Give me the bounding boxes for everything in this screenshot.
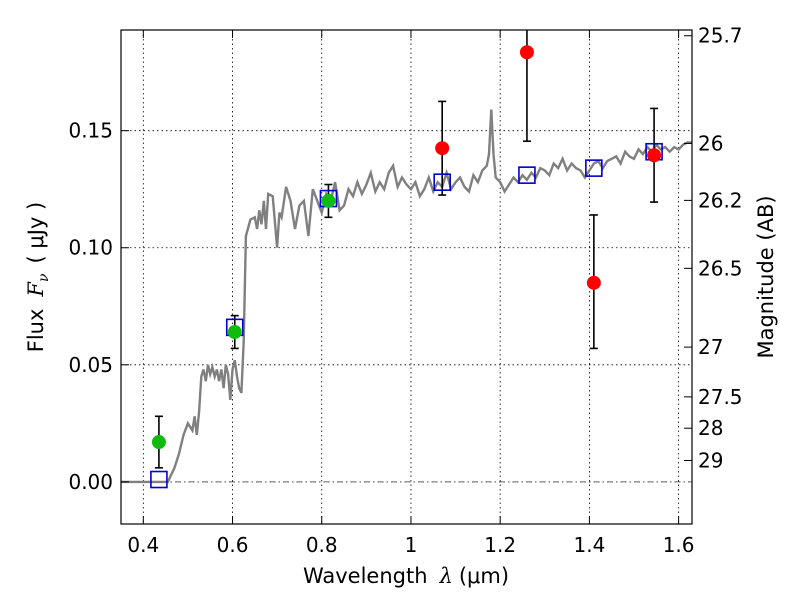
y-axis-label-unit: ( μJy ) [24, 202, 48, 264]
x-axis-label-text: Wavelength [303, 564, 428, 588]
upper-point-0 [435, 141, 450, 156]
upper-point-1 [519, 45, 534, 60]
x-tick-label-4: 1.2 [484, 533, 516, 557]
magnitude-tick-label-7: 29 [698, 449, 723, 473]
magnitude-tick-label-3: 26.5 [698, 256, 743, 280]
magnitude-axis-label: Magnitude (AB) [754, 195, 778, 358]
y-axis-label-symbol: F [24, 281, 48, 298]
model-square-5 [585, 159, 603, 177]
y-tick-label-1: 0.05 [68, 353, 113, 377]
upper-point-3 [647, 148, 662, 163]
magnitude-tick-label-4: 27 [698, 335, 723, 359]
plot-frame [120, 29, 693, 525]
model-square-0 [150, 470, 168, 489]
x-tick-label-3: 1 [405, 533, 418, 557]
y-tick-label-3: 0.15 [68, 119, 113, 143]
y-axis-label-text: Flux [24, 309, 48, 353]
plot-area [121, 30, 692, 489]
magnitude-tick-label-0: 25.7 [698, 24, 743, 48]
magnitude-tick-label-6: 28 [698, 416, 723, 440]
x-tick-label-5: 1.4 [573, 533, 605, 557]
upper-point-2 [586, 275, 601, 290]
detected-point-0 [151, 435, 166, 450]
x-tick-label-0: 0.4 [127, 533, 159, 557]
x-axis-label-symbol: λ [439, 564, 453, 588]
detected-point-1 [227, 325, 242, 340]
magnitude-tick-label-1: 26 [698, 131, 723, 155]
model-square-3 [433, 173, 451, 191]
y-tick-label-0: 0.00 [68, 470, 113, 494]
x-axis-label: Wavelength λ (μm) [303, 564, 509, 588]
magnitude-tick-label-2: 26.2 [698, 188, 743, 212]
y-tick-label-2: 0.10 [68, 236, 113, 260]
x-tick-label-6: 1.6 [663, 533, 695, 557]
x-tick-label-2: 0.8 [306, 533, 338, 557]
x-axis-label-unit: (μm) [459, 564, 509, 588]
y-axis-label: Flux Fν ( μJy ) [24, 202, 52, 352]
x-tick-label-1: 0.6 [217, 533, 249, 557]
y-axis-label-subscript: ν [36, 273, 52, 282]
tick-labels: 0.4 0.6 0.8 1 1.2 1.4 1.6 0.00 0.05 0.10 0.15 25.7 2… [68, 24, 742, 557]
magnitude-tick-label-5: 27.5 [698, 385, 743, 409]
detected-point-2 [321, 193, 336, 208]
template-spectrum-line [121, 109, 692, 484]
model-square-4 [518, 166, 536, 184]
tick-marks [121, 30, 692, 524]
